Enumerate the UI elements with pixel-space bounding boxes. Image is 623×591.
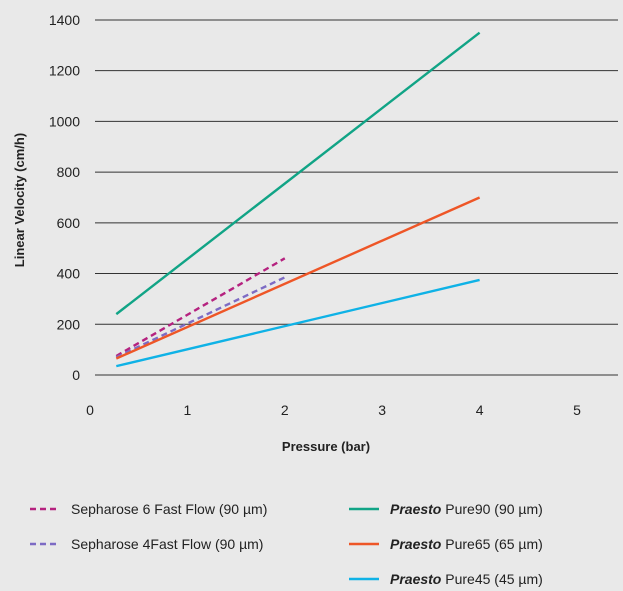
y-tick-label: 1400 — [49, 12, 80, 28]
x-tick-label: 3 — [378, 402, 386, 418]
y-tick-label: 400 — [57, 266, 81, 282]
y-tick-label: 1000 — [49, 113, 80, 129]
series-line-4 — [116, 278, 480, 368]
legend-label-2: Praesto Pure90 (90 µm) — [390, 501, 543, 517]
y-axis-ticks: 0 200 400 600 800 1000 1200 1400 — [49, 12, 80, 383]
y-tick-label: 200 — [57, 316, 81, 332]
series-lines — [115, 31, 481, 368]
y-tick-label: 600 — [57, 215, 81, 231]
y-axis-title: Linear Velocity (cm/h) — [12, 133, 27, 267]
legend-brand: Praesto — [390, 571, 442, 587]
x-tick-label: 0 — [86, 402, 94, 418]
y-tick-label: 0 — [72, 367, 80, 383]
legend-label-3: Praesto Pure65 (65 µm) — [390, 536, 543, 552]
series-line-2 — [115, 31, 481, 316]
legend-label-4: Praesto Pure45 (45 µm) — [390, 571, 543, 587]
legend-label-1: Sepharose 4Fast Flow (90 µm) — [71, 536, 263, 552]
x-tick-label: 1 — [184, 402, 192, 418]
x-tick-label: 2 — [281, 402, 289, 418]
x-tick-label: 4 — [476, 402, 484, 418]
y-tick-label: 800 — [57, 164, 81, 180]
y-tick-label: 1200 — [49, 63, 80, 79]
legend-brand: Praesto — [390, 536, 442, 552]
series-line-1 — [115, 276, 286, 359]
legend-series-name: Pure90 (90 µm) — [441, 501, 542, 517]
series-line-0 — [115, 257, 286, 358]
legend-brand: Praesto — [390, 501, 442, 517]
series-line-3 — [115, 196, 481, 360]
legend-series-name: Pure45 (45 µm) — [441, 571, 542, 587]
legend: Sepharose 6 Fast Flow (90 µm) Sepharose 4… — [30, 501, 543, 587]
legend-series-name: Pure65 (65 µm) — [441, 536, 542, 552]
x-tick-label: 5 — [573, 402, 581, 418]
grid-lines — [95, 19, 618, 376]
legend-label-0: Sepharose 6 Fast Flow (90 µm) — [71, 501, 267, 517]
x-axis-title: Pressure (bar) — [282, 439, 370, 454]
x-axis-ticks: 0 1 2 3 4 5 — [86, 402, 581, 418]
